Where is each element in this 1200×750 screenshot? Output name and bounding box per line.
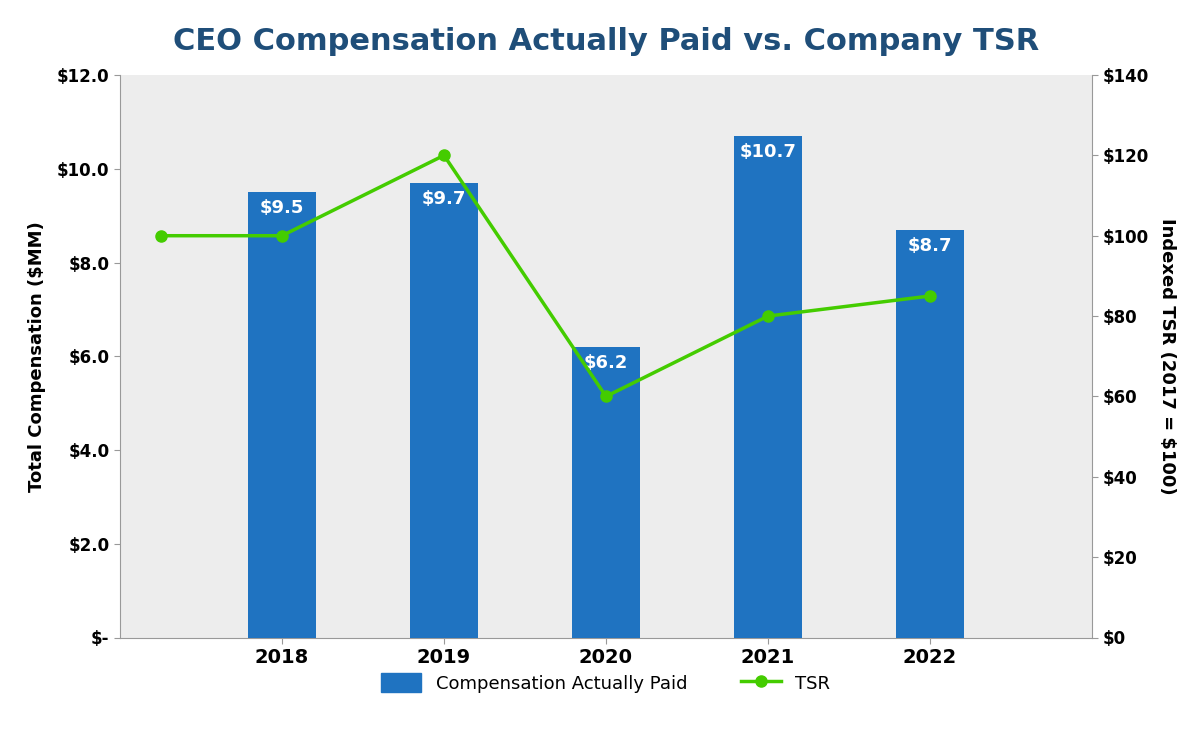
Bar — [896, 230, 964, 638]
Text: $9.5: $9.5 — [260, 200, 304, 217]
Y-axis label: Indexed TSR (2017 = $100): Indexed TSR (2017 = $100) — [1158, 218, 1176, 494]
Text: $6.2: $6.2 — [584, 354, 628, 372]
Title: CEO Compensation Actually Paid vs. Company TSR: CEO Compensation Actually Paid vs. Compa… — [173, 27, 1039, 56]
Bar — [248, 192, 316, 638]
Legend: Compensation Actually Paid, TSR: Compensation Actually Paid, TSR — [372, 664, 840, 701]
Y-axis label: Total Compensation ($MM): Total Compensation ($MM) — [28, 220, 46, 492]
Text: $8.7: $8.7 — [907, 237, 953, 255]
Text: $9.7: $9.7 — [422, 190, 466, 208]
Text: $10.7: $10.7 — [739, 143, 797, 161]
Bar — [410, 183, 478, 638]
Bar — [734, 136, 802, 638]
Bar — [572, 346, 640, 638]
